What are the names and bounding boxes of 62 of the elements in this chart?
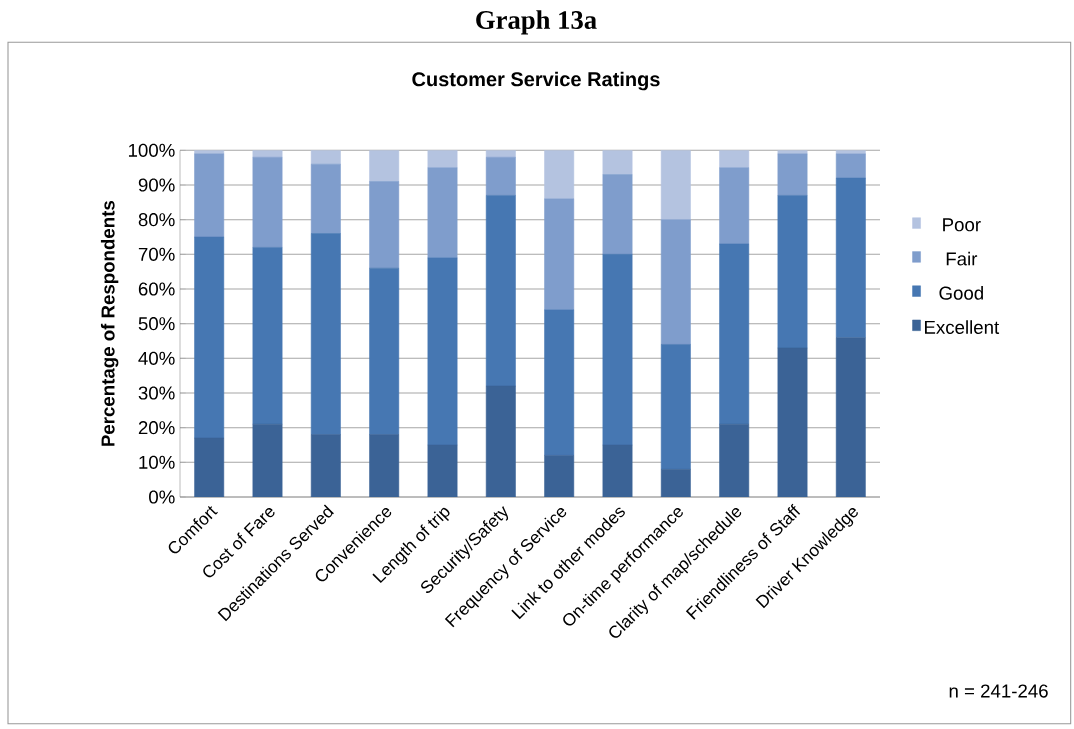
bar <box>369 150 400 182</box>
bar <box>835 177 866 338</box>
bar <box>719 150 750 168</box>
bar <box>369 181 400 269</box>
bar <box>719 167 750 245</box>
bar <box>485 156 516 196</box>
bar <box>427 150 458 168</box>
bar <box>602 150 633 175</box>
y-tick-label: 70% <box>138 247 175 261</box>
y-tick-label: 30% <box>138 386 175 400</box>
y-tick-label: 80% <box>138 213 175 227</box>
y-axis-title: Percentage of Respondents <box>100 201 119 446</box>
y-tick-label: 40% <box>138 351 175 365</box>
bar <box>544 150 575 200</box>
legend-label: Fair <box>946 251 978 266</box>
bar <box>660 150 691 220</box>
bar <box>369 267 400 435</box>
bar <box>310 150 341 165</box>
bar <box>835 337 866 497</box>
bar <box>252 423 283 497</box>
bar <box>544 455 575 497</box>
y-tick-label: 10% <box>139 455 175 469</box>
bar <box>427 167 458 259</box>
bar <box>427 257 458 446</box>
bar <box>310 163 341 234</box>
bar <box>602 254 633 446</box>
legend-label: Good <box>939 286 983 300</box>
bar <box>719 243 750 425</box>
bar <box>194 437 225 497</box>
bar <box>660 219 691 345</box>
bar <box>485 385 516 497</box>
legend-label: Excellent <box>925 320 1000 334</box>
y-tick-label: 0% <box>149 490 175 504</box>
bar <box>194 153 225 238</box>
bar <box>252 247 283 425</box>
bar <box>602 174 633 255</box>
text: n = 241-246 <box>949 684 1048 698</box>
bar <box>485 195 516 387</box>
bar <box>777 195 808 349</box>
bar <box>660 469 691 497</box>
bar <box>660 344 691 470</box>
y-tick-label: 90% <box>138 178 175 192</box>
legend-label: Poor <box>943 218 981 232</box>
bar <box>777 347 808 497</box>
y-tick-label: 20% <box>138 421 175 435</box>
chart-title: Customer Service Ratings <box>412 71 660 91</box>
bar <box>544 309 575 456</box>
bar <box>369 434 400 497</box>
bar <box>427 444 458 497</box>
bar <box>252 156 283 248</box>
bar <box>194 236 225 439</box>
bar <box>602 444 633 497</box>
caption: Graph 13a <box>476 10 597 35</box>
y-tick-label: 100% <box>128 143 175 157</box>
y-tick-label: 50% <box>138 317 175 331</box>
bar <box>835 153 866 179</box>
bar <box>310 434 341 497</box>
bar <box>310 233 341 435</box>
bar <box>544 198 575 311</box>
bar <box>719 423 750 497</box>
bar <box>777 153 808 196</box>
y-tick-label: 60% <box>138 282 175 296</box>
